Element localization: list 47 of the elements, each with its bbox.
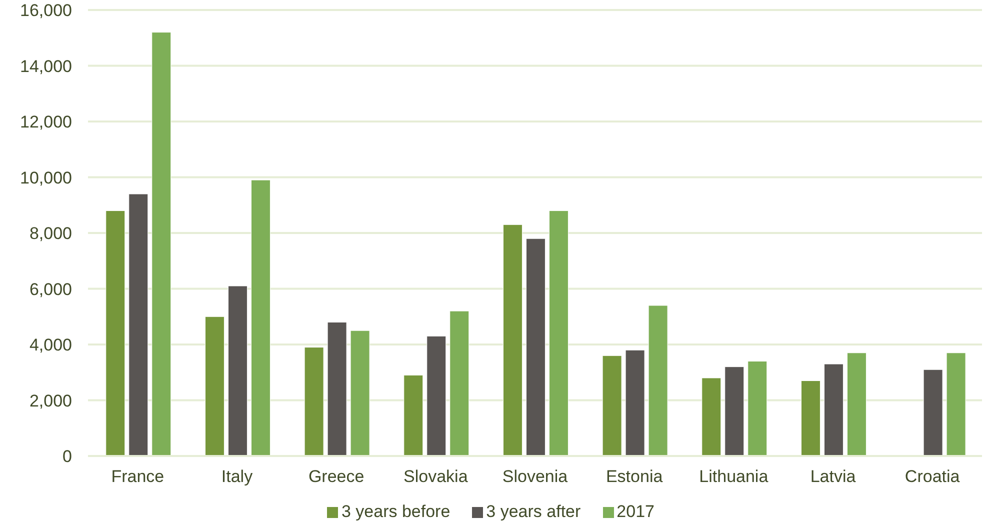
bar [128, 194, 148, 456]
bar [800, 380, 820, 456]
x-tick-label: Slovenia [502, 467, 568, 486]
x-tick-label: Slovakia [404, 467, 468, 486]
x-tick-label: Estonia [606, 467, 664, 486]
bar [106, 210, 126, 456]
legend-label: 3 years after [485, 502, 581, 522]
y-tick-label: 0 [62, 447, 72, 466]
x-tick-label: France [111, 467, 164, 486]
legend-label: 2017 [616, 502, 654, 522]
x-tick-label: Latvia [810, 467, 856, 486]
x-tick-label: Italy [221, 467, 254, 486]
bar [648, 305, 668, 456]
bar [946, 352, 966, 456]
bar [625, 350, 645, 456]
legend-label: 3 years before [340, 502, 450, 522]
bar [548, 210, 568, 456]
bar [204, 316, 224, 456]
y-tick-label: 12,000 [20, 112, 72, 132]
x-tick-label: Croatia [904, 467, 960, 486]
x-tick-label: Greece [308, 467, 364, 486]
y-tick-label: 4,000 [29, 336, 72, 355]
bar [250, 180, 270, 456]
y-tick-label: 14,000 [20, 56, 72, 76]
y-tick-label: 8,000 [29, 224, 72, 244]
bar [327, 322, 347, 456]
x-tick-label: Lithuania [699, 467, 769, 486]
bar [526, 238, 546, 456]
bar [702, 378, 722, 456]
bar [502, 224, 522, 456]
bar [404, 374, 424, 456]
y-tick-label: 10,000 [20, 168, 72, 188]
y-tick-label: 6,000 [29, 280, 72, 299]
bar [450, 310, 470, 456]
bar [748, 360, 768, 456]
bar [228, 286, 248, 456]
bar [350, 330, 370, 456]
bar [846, 352, 866, 456]
bar [724, 366, 744, 456]
bar [602, 355, 622, 456]
bar [304, 347, 324, 456]
y-tick-label: 2,000 [29, 391, 72, 410]
bar [923, 369, 943, 456]
y-tick-label: 16,000 [20, 1, 72, 20]
bar [824, 364, 844, 456]
bar [152, 32, 172, 456]
bar [426, 336, 446, 456]
